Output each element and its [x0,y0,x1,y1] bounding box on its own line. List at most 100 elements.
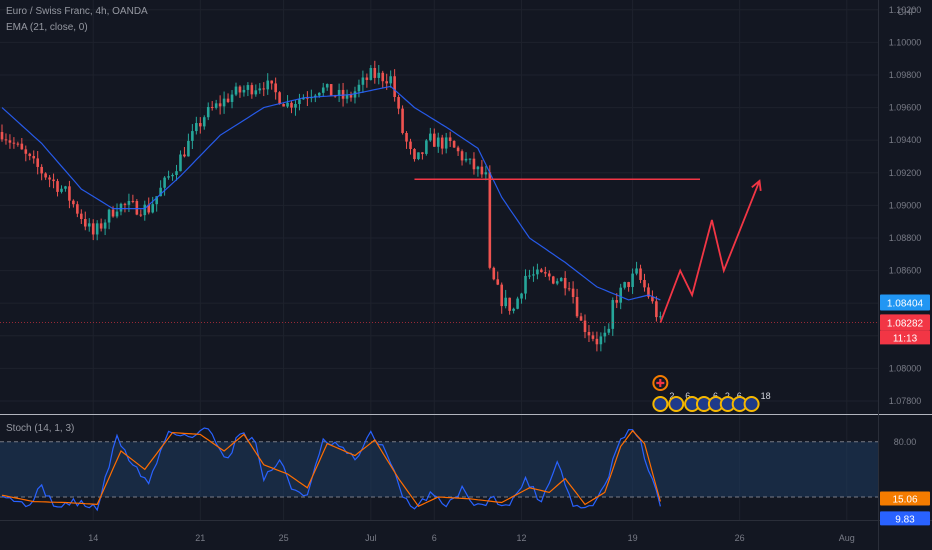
candle-body [607,328,611,333]
candle-body [294,104,297,108]
candle-body [163,177,166,188]
candle-body [579,316,583,321]
candle-body [60,188,63,192]
time-tick-label: 14 [88,533,98,543]
candle-body [520,293,523,299]
price-axis-unit: CHF [898,7,917,17]
candle-body [218,103,222,107]
candle-body [214,103,218,108]
candle-body [361,77,365,85]
candle-body [508,297,511,311]
candle-body [325,84,329,88]
candle-body [99,223,103,229]
candle-body [155,196,158,205]
candle-body [488,172,492,268]
candle-body [575,296,579,317]
candle-body [532,274,535,276]
stoch-value-tag [880,491,930,506]
candle-body [587,332,591,336]
stoch-value-tag [880,511,930,526]
stoch-overbought-oversold-band [0,441,878,497]
price-tick-label: 1.07800 [889,396,922,406]
price-tag [880,314,930,331]
candle-body [357,84,361,92]
candle-body [238,86,242,93]
candle-body [278,92,281,105]
candle-body [8,140,12,143]
candle-body [179,154,182,172]
candle-body [12,142,16,144]
event-flag-icon [652,375,669,391]
candle-body [222,98,226,107]
candle-body [651,296,654,302]
candle-body [24,149,28,154]
time-tick-label: 6 [432,533,437,543]
event-marker-label: 2 [725,391,730,401]
candle-body [436,137,440,147]
candle-body [159,187,162,197]
candle-body [151,204,155,213]
candle-body [647,287,650,297]
candle-body [377,72,381,78]
price-tick-label: 1.10000 [889,37,922,47]
event-marker-icon [668,396,685,412]
symbol-legend[interactable]: Euro / Swiss Franc, 4h, OANDA [6,6,148,17]
candle-body [341,89,345,99]
candle-body [80,213,83,220]
candle-body [619,287,622,303]
candle-body [270,80,273,84]
candle-body [349,95,353,98]
candle-body [536,269,539,275]
candle-body [32,156,36,159]
candle-body [421,152,424,154]
countdown-label: 11:13 [893,333,918,344]
price-tag [880,294,930,311]
candle-body [258,88,262,91]
candle-body [385,81,389,84]
candle-body [393,76,396,98]
candle-body [452,140,456,148]
candle-body [425,140,428,154]
candle-body [504,297,507,307]
candle-body [623,282,626,288]
stoch-value-label: 15.06 [892,495,917,506]
candle-body [48,177,51,180]
candle-body [528,275,531,277]
candle-body [0,132,4,140]
candle-body [595,338,599,345]
candle-body [631,273,634,287]
candle-body [540,269,543,273]
candle-body [175,171,178,175]
candle-body [345,95,349,99]
candle-body [282,104,285,107]
candle-body [599,336,603,345]
time-tick-label: 19 [628,533,638,543]
candle-body [405,132,408,142]
candle-body [147,204,151,213]
candle-body [551,276,555,284]
candle-body [603,332,607,337]
event-marker-label: 6 [737,391,742,401]
candle-body [413,149,416,160]
stoch-legend[interactable]: Stoch (14, 1, 3) [6,423,75,434]
candle-body [611,300,615,329]
candle-body [76,204,79,214]
candle-body [36,158,39,167]
candle-body [417,152,420,160]
candle-body [40,166,43,174]
candle-body [639,268,642,280]
candle-body [389,76,392,84]
candle-body [115,211,119,217]
candle-body [464,158,468,161]
ema-legend[interactable]: EMA (21, close, 0) [6,22,88,33]
candle-body [123,203,127,205]
candle-body [369,68,373,80]
time-tick-label: 21 [195,533,205,543]
candle-body [210,107,214,109]
candle-body [83,219,87,227]
candle-body [72,200,75,205]
event-marker-icon [652,396,669,412]
